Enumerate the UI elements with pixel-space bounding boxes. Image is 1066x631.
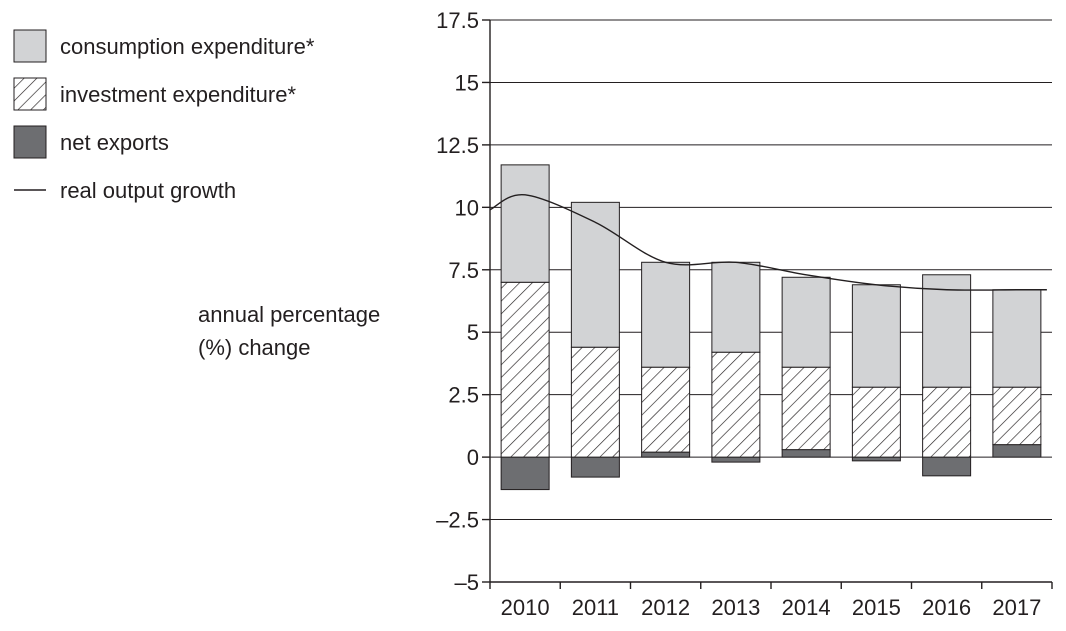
bar-investment-expenditure: [570, 346, 620, 458]
x-tick-label: 2014: [782, 595, 831, 620]
bar-investment-expenditure: [641, 366, 691, 453]
bar-net-exports: [570, 456, 620, 478]
bar-net-exports: [641, 451, 691, 458]
bars: [500, 164, 1042, 491]
y-tick-label: 7.5: [448, 258, 479, 283]
bar-consumption-expenditure: [500, 164, 550, 283]
x-tick-label: 2016: [922, 595, 971, 620]
x-tick-label: 2011: [572, 595, 619, 620]
real-output-growth-path: [489, 194, 1047, 291]
y-axis-label-line: (%) change: [198, 335, 311, 360]
bar-consumption-expenditure: [641, 261, 691, 368]
legend-consumption-swatch: [13, 29, 47, 63]
x-tick-labels: 2010 2011 2012 2013 2014 2015 2016 2017: [501, 595, 1042, 620]
y-tick-labels: 17.5 15 12.5 10 7.5 5 2.5 0 –2.5 –5: [436, 8, 479, 595]
x-tick-label: 2010: [501, 595, 550, 620]
y-tick-label: 12.5: [436, 133, 479, 158]
bar-consumption-expenditure: [781, 276, 831, 368]
y-tick-label: 0: [467, 445, 479, 470]
y-tick-label: 17.5: [436, 8, 479, 33]
axes: [482, 19, 1053, 589]
legend: consumption expenditure* investment expen…: [13, 29, 315, 203]
legend-label: net exports: [60, 130, 169, 155]
bar-investment-expenditure: [781, 366, 831, 451]
legend-net-exports-swatch: [13, 125, 47, 159]
x-tick-label: 2013: [711, 595, 760, 620]
bar-consumption-expenditure: [992, 289, 1042, 388]
bar-investment-expenditure: [922, 386, 972, 458]
y-tick-label: 5: [467, 320, 479, 345]
bar-consumption-expenditure: [851, 284, 901, 388]
bar-net-exports: [781, 449, 831, 458]
y-axis-label-line: annual percentage: [198, 302, 380, 327]
x-tick-label: 2012: [641, 595, 690, 620]
bar-net-exports: [992, 444, 1042, 458]
legend-label: consumption expenditure*: [60, 34, 315, 59]
bar-consumption-expenditure: [922, 274, 972, 388]
y-axis-label: annual percentage (%) change: [198, 302, 380, 360]
bar-investment-expenditure: [851, 386, 901, 458]
x-tick-label: 2015: [852, 595, 901, 620]
y-tick-label: –5: [455, 570, 479, 595]
bar-investment-expenditure: [711, 351, 761, 458]
y-tick-label: –2.5: [436, 508, 479, 533]
bar-consumption-expenditure: [570, 201, 620, 348]
y-tick-label: 2.5: [448, 383, 479, 408]
bar-investment-expenditure: [500, 281, 550, 458]
bar-net-exports: [711, 456, 761, 463]
legend-label: investment expenditure*: [60, 82, 296, 107]
legend-investment-swatch: [13, 77, 47, 111]
x-tick-label: 2017: [992, 595, 1041, 620]
bar-net-exports: [500, 456, 550, 491]
y-tick-label: 10: [455, 195, 479, 220]
bar-investment-expenditure: [992, 386, 1042, 446]
legend-label: real output growth: [60, 178, 236, 203]
bar-net-exports: [851, 456, 901, 462]
bar-net-exports: [922, 456, 972, 477]
real-output-growth-line: [489, 194, 1047, 291]
y-tick-label: 15: [455, 70, 479, 95]
bar-consumption-expenditure: [711, 261, 761, 353]
